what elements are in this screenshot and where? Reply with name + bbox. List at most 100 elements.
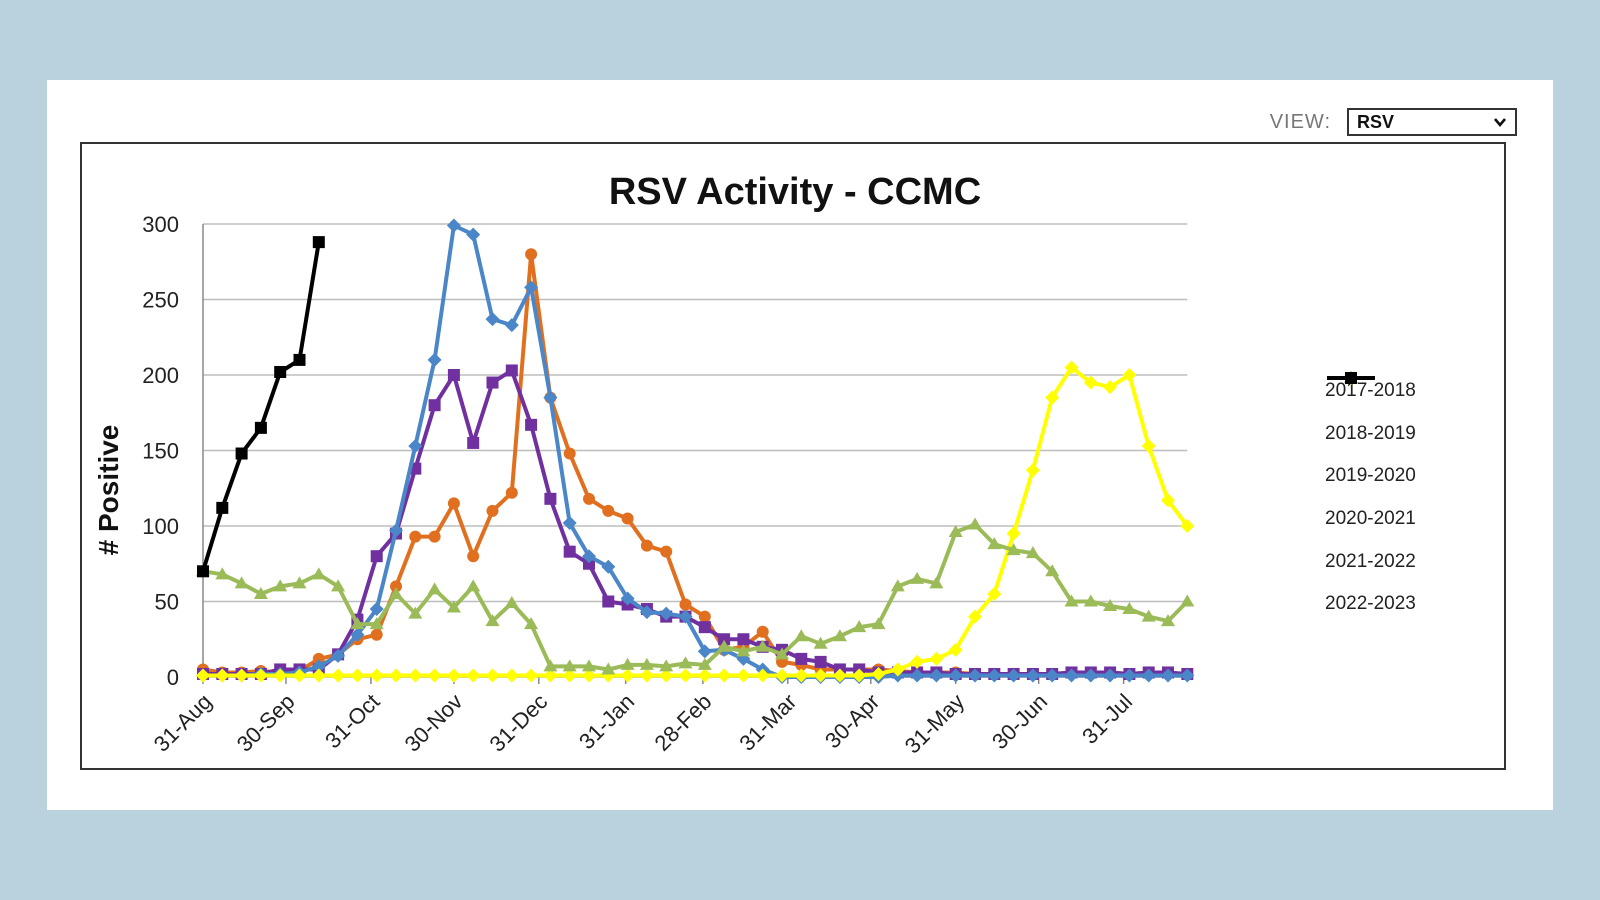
data-point (446, 218, 461, 233)
x-tick-label: 31-Aug (149, 689, 217, 757)
data-point (562, 515, 577, 530)
data-point (582, 549, 596, 564)
data-point (583, 557, 595, 570)
data-point (639, 605, 654, 620)
data-point (602, 595, 615, 608)
x-tick-label: 31-Oct (320, 689, 384, 753)
data-point (215, 567, 230, 580)
data-point (910, 654, 925, 669)
data-point (274, 365, 287, 378)
data-point (832, 668, 847, 683)
chart-legend: 2017-2018 2018-2019 2019-2020 2020-2021 2021… (1325, 370, 1495, 626)
x-tick-label: 28-Feb (649, 689, 716, 756)
data-point (659, 606, 674, 621)
data-point (253, 668, 268, 683)
data-point (1064, 360, 1079, 375)
data-point (775, 647, 789, 660)
data-point (447, 497, 460, 510)
data-point (369, 602, 384, 617)
series-line (203, 368, 1188, 676)
data-point (389, 523, 403, 538)
data-point (1064, 668, 1079, 683)
data-point (987, 668, 1002, 683)
legend-swatch (1327, 372, 1375, 384)
content-card: VIEW: RSV 0 50 100 150 200 250 300 31-Aug 30-Sep… (47, 80, 1553, 810)
legend-label: 2018-2019 (1325, 422, 1416, 444)
data-point (427, 352, 442, 367)
data-point (253, 586, 268, 599)
data-point (254, 421, 267, 434)
view-selector-bar: VIEW: RSV (1270, 108, 1517, 136)
data-point (620, 591, 635, 606)
data-point (736, 668, 751, 683)
data-point (562, 668, 577, 683)
data-point (755, 668, 770, 683)
data-point (832, 629, 847, 642)
data-point (235, 447, 248, 460)
data-point (390, 580, 402, 593)
data-point (813, 668, 828, 683)
data-point (1141, 609, 1156, 622)
y-tick-label: 150 (142, 439, 179, 464)
data-point (1045, 390, 1060, 405)
y-tick-label: 200 (142, 363, 179, 388)
data-point (446, 600, 461, 613)
data-point (331, 648, 346, 663)
data-point (698, 621, 711, 634)
data-point (659, 668, 674, 683)
data-point (370, 550, 383, 563)
view-dropdown-value: RSV (1357, 111, 1395, 132)
data-point (697, 668, 712, 683)
data-point (350, 668, 365, 683)
data-point (1025, 668, 1040, 683)
data-point (620, 668, 635, 683)
data-point (428, 399, 441, 412)
data-point (409, 530, 422, 543)
data-point (215, 668, 230, 683)
data-point (1122, 602, 1137, 615)
data-point (562, 659, 577, 672)
data-point (929, 668, 944, 683)
data-point (1083, 594, 1098, 607)
data-point (273, 668, 288, 683)
data-point (312, 652, 325, 665)
data-point (755, 639, 770, 652)
legend-label: 2019-2020 (1325, 465, 1416, 487)
data-point (678, 609, 693, 624)
data-point (910, 668, 925, 683)
data-point (698, 610, 711, 623)
data-point (659, 659, 674, 672)
data-point (467, 550, 480, 563)
data-point (717, 639, 732, 652)
data-point (525, 418, 538, 431)
data-point (987, 586, 1002, 601)
chevron-down-icon (1494, 118, 1506, 128)
data-point (871, 666, 886, 681)
data-point (582, 668, 596, 683)
data-point (1161, 668, 1175, 683)
data-point (1180, 668, 1195, 683)
legend-item: 2018-2019 (1325, 372, 1495, 456)
x-tick-label: 30-Nov (400, 689, 468, 757)
data-point (525, 248, 538, 261)
x-tick-label: 31-May (900, 689, 970, 759)
x-tick-label: 31-Dec (485, 689, 553, 757)
data-point (1045, 564, 1060, 577)
data-point (389, 668, 403, 683)
data-point (273, 579, 288, 592)
data-point (697, 657, 712, 670)
data-point (910, 571, 925, 584)
data-point (929, 576, 944, 589)
data-point (331, 668, 346, 683)
y-axis-label: # Positive (93, 425, 124, 556)
data-point (775, 668, 789, 683)
data-point (369, 668, 384, 683)
data-point (543, 659, 558, 672)
data-point (486, 504, 499, 517)
data-point (427, 582, 442, 595)
legend-label: 2022-2023 (1325, 593, 1416, 615)
data-point (602, 504, 615, 517)
legend-item: 2021-2022 (1325, 371, 1495, 583)
view-dropdown[interactable]: RSV (1347, 108, 1517, 136)
data-point (216, 501, 229, 514)
